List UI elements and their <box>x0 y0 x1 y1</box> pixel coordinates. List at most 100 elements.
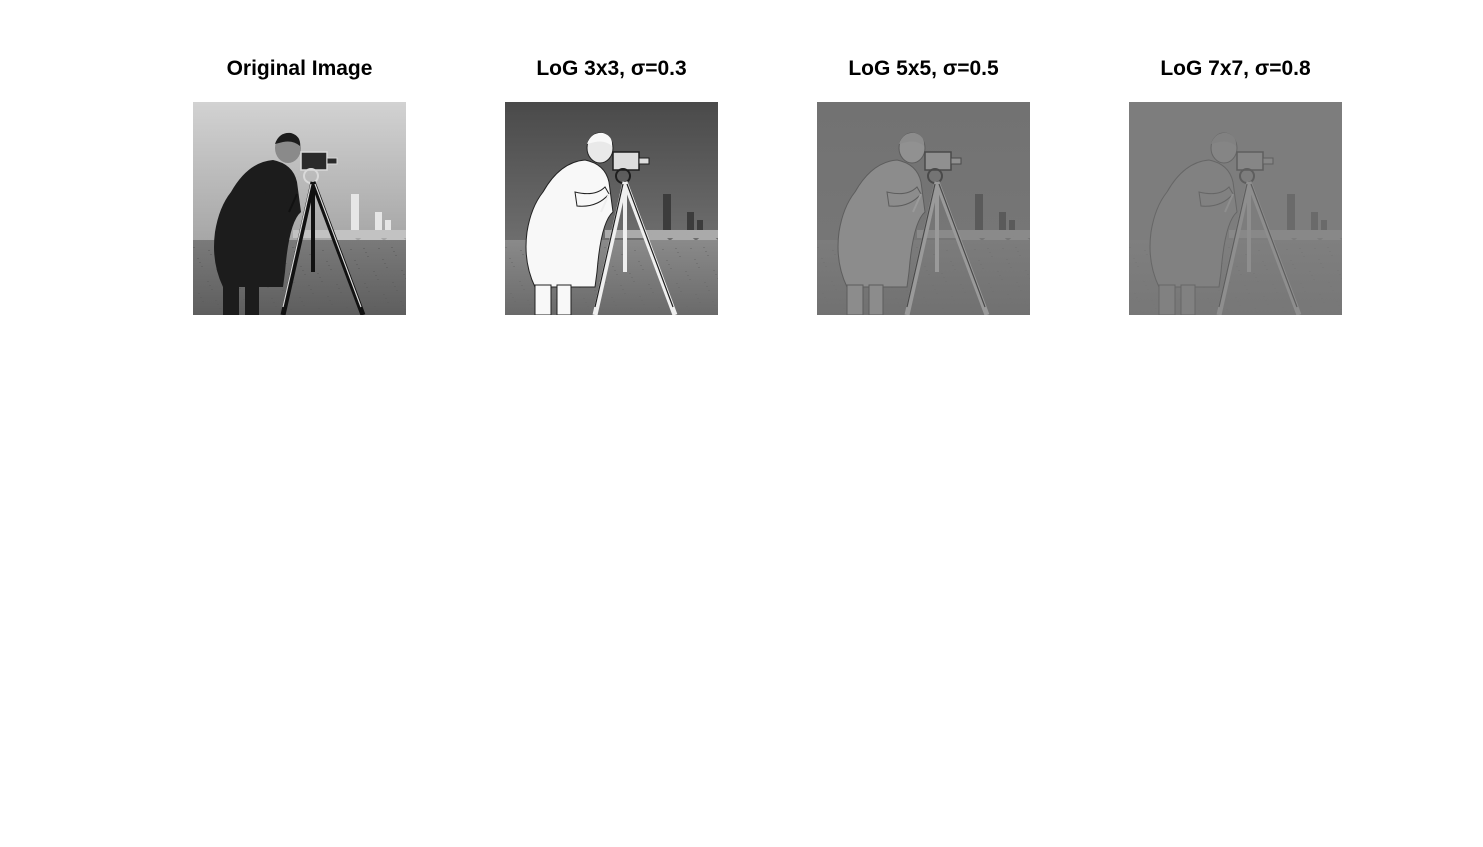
grass-speck <box>308 285 310 286</box>
tower <box>1009 220 1015 234</box>
grass-speck <box>704 282 706 283</box>
grass-speck <box>1009 298 1011 299</box>
grass-speck <box>1024 301 1026 302</box>
grass-speck <box>631 277 633 278</box>
grass-speck <box>319 277 321 278</box>
grass-speck <box>1318 259 1320 260</box>
grass-speck <box>1135 262 1137 263</box>
grass-speck <box>697 298 699 299</box>
grass-speck <box>346 307 348 308</box>
grass-speck <box>690 248 692 249</box>
tripod-highlight <box>282 183 312 308</box>
grass-speck <box>1274 288 1276 289</box>
grass-speck <box>831 281 833 282</box>
tower <box>663 194 671 234</box>
grass-speck <box>942 308 944 309</box>
man-coat <box>214 160 301 287</box>
grass-speck <box>717 278 718 279</box>
grass-speck <box>350 249 352 250</box>
grass-speck <box>509 258 511 259</box>
grass-speck <box>817 247 819 248</box>
grass-speck <box>1319 294 1321 295</box>
grass-speck <box>1313 279 1315 280</box>
grass-speck <box>945 281 947 282</box>
grass-speck <box>215 300 217 301</box>
grass-speck <box>338 288 340 289</box>
tripod-leg <box>592 181 628 315</box>
grass-speck <box>299 297 301 298</box>
grass-speck <box>363 248 365 249</box>
grass-speck <box>331 304 333 305</box>
man-coat <box>525 159 614 288</box>
grass-speck <box>1301 252 1303 253</box>
grass-speck <box>376 310 378 311</box>
grass-speck <box>906 290 908 291</box>
man-coat <box>1149 159 1238 288</box>
grass-speck <box>841 304 843 305</box>
grass-speck <box>863 288 865 289</box>
grass-speck <box>1228 247 1230 248</box>
grass-speck <box>1264 265 1266 266</box>
tower <box>697 220 703 234</box>
grass-speck <box>834 254 836 255</box>
grass-speck <box>1016 282 1018 283</box>
grass-speck <box>1282 307 1284 308</box>
grass-speck <box>574 310 576 311</box>
grass-speck <box>1001 279 1003 280</box>
grass-speck <box>923 297 925 298</box>
grass-speck <box>953 300 955 301</box>
grass-speck <box>1010 267 1012 268</box>
grass-speck <box>822 293 824 294</box>
grass-speck <box>202 301 204 302</box>
grass-speck <box>1276 292 1278 293</box>
grass-speck <box>964 292 966 293</box>
grass-speck <box>707 255 709 256</box>
tower <box>385 220 391 234</box>
grass-speck <box>1330 286 1332 287</box>
tripod-highlight <box>626 183 674 308</box>
grass-speck <box>824 297 826 298</box>
grass-speck <box>624 293 626 294</box>
grass-speck <box>978 260 980 261</box>
grass-speck <box>391 247 393 248</box>
grass-speck <box>990 287 992 288</box>
grass-speck <box>960 284 962 285</box>
grass-speck <box>1267 304 1269 305</box>
tripod-leg <box>934 181 990 315</box>
grass-speck <box>310 289 312 290</box>
grass-speck <box>200 297 202 298</box>
grass-speck <box>1020 290 1022 291</box>
grass-speck <box>219 308 221 309</box>
grass-speck <box>555 299 557 300</box>
grass-speck <box>936 293 938 294</box>
grass-speck <box>1286 249 1288 250</box>
grass-speck <box>694 259 696 260</box>
scene <box>505 102 718 315</box>
grass-speck <box>510 293 512 294</box>
grass-speck <box>373 271 375 272</box>
grass-speck <box>271 298 273 299</box>
grass-speck <box>950 261 952 262</box>
grass-speck <box>899 306 901 307</box>
grass-speck <box>583 298 585 299</box>
grass-speck <box>621 254 623 255</box>
grass-speck <box>1266 269 1268 270</box>
grass-speck <box>1018 286 1020 287</box>
man-hair <box>587 132 613 146</box>
grass-speck <box>1309 271 1311 272</box>
grass-speck <box>972 311 974 312</box>
domes <box>1269 233 1342 240</box>
grass-speck <box>1312 310 1314 311</box>
grass-speck <box>999 275 1001 276</box>
grass-speck <box>292 247 294 248</box>
grass-speck <box>394 286 396 287</box>
grass-speck <box>193 247 195 248</box>
grass-speck <box>366 287 368 288</box>
grass-speck <box>1303 256 1305 257</box>
grass-speck <box>988 283 990 284</box>
tower <box>351 194 359 234</box>
grass-speck <box>895 298 897 299</box>
grass-speck <box>527 300 529 301</box>
grass-speck <box>982 268 984 269</box>
grass-speck <box>201 266 203 267</box>
